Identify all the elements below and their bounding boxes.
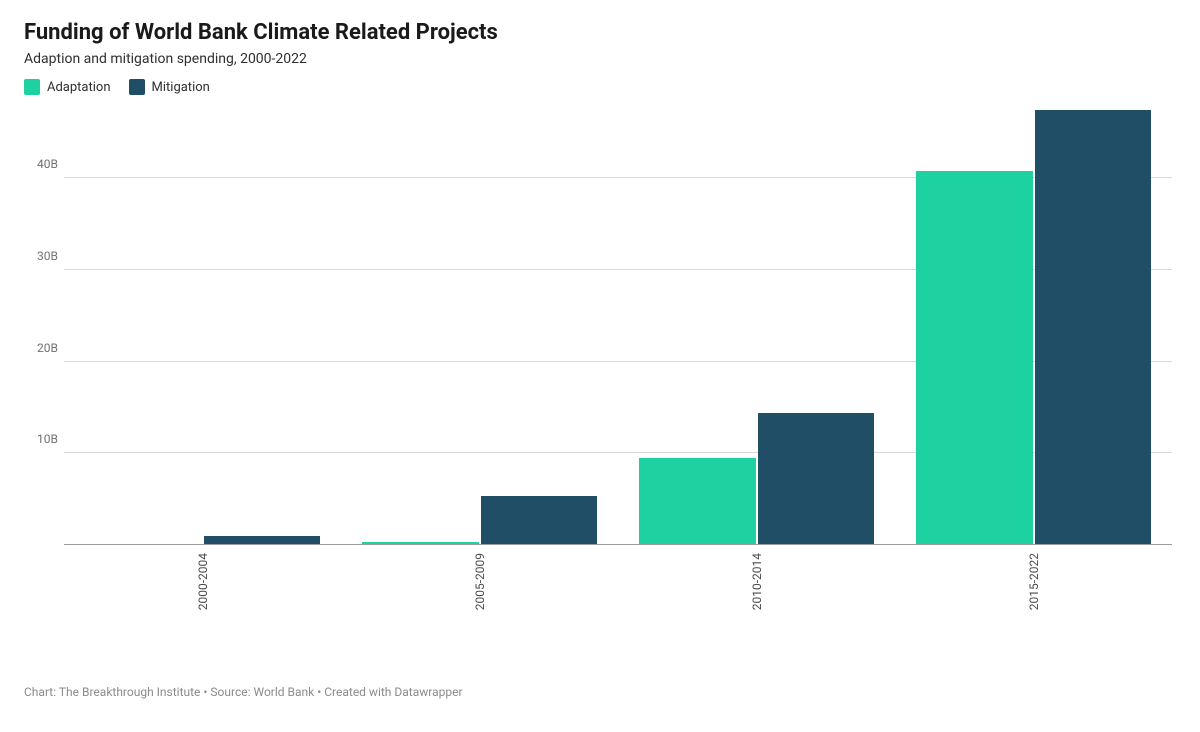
legend-swatch-adaptation: [24, 79, 40, 95]
chart-footer: Chart: The Breakthrough Institute • Sour…: [24, 685, 1176, 699]
bar-group: [895, 105, 1172, 545]
x-axis-labels: 2000-2004 2005-2009 2010-2014 2015-2022: [64, 553, 1172, 610]
x-label: 2015-2022: [1027, 553, 1041, 610]
x-label-cell: 2010-2014: [618, 553, 895, 610]
y-tick: 10B: [37, 432, 58, 446]
x-axis-baseline: [64, 544, 1172, 545]
legend-item-adaptation: Adaptation: [24, 79, 111, 95]
bar-group: [618, 105, 895, 545]
x-label-cell: 2005-2009: [341, 553, 618, 610]
x-label: 2000-2004: [196, 553, 210, 610]
bar-adaptation: [639, 458, 755, 545]
plot-area: [64, 105, 1172, 545]
y-tick: 40B: [37, 157, 58, 171]
legend-item-mitigation: Mitigation: [129, 79, 210, 95]
bar-mitigation: [481, 496, 597, 545]
x-label: 2005-2009: [473, 553, 487, 610]
legend: Adaptation Mitigation: [24, 79, 1176, 95]
bar-group: [64, 105, 341, 545]
legend-label-adaptation: Adaptation: [47, 80, 111, 95]
bar-groups: [64, 105, 1172, 545]
legend-swatch-mitigation: [129, 79, 145, 95]
bar-mitigation: [1035, 110, 1151, 545]
chart-area: 10B 20B 30B 40B: [24, 105, 1176, 605]
bar-mitigation: [758, 413, 874, 545]
x-label: 2010-2014: [750, 553, 764, 610]
x-label-cell: 2015-2022: [895, 553, 1172, 610]
bar-adaptation: [916, 171, 1032, 545]
legend-label-mitigation: Mitigation: [152, 80, 210, 95]
y-axis: 10B 20B 30B 40B: [24, 105, 64, 545]
y-tick: 30B: [37, 249, 58, 263]
chart-title: Funding of World Bank Climate Related Pr…: [24, 20, 1176, 45]
x-label-cell: 2000-2004: [64, 553, 341, 610]
bar-group: [341, 105, 618, 545]
y-tick: 20B: [37, 341, 58, 355]
chart-subtitle: Adaption and mitigation spending, 2000-2…: [24, 51, 1176, 67]
